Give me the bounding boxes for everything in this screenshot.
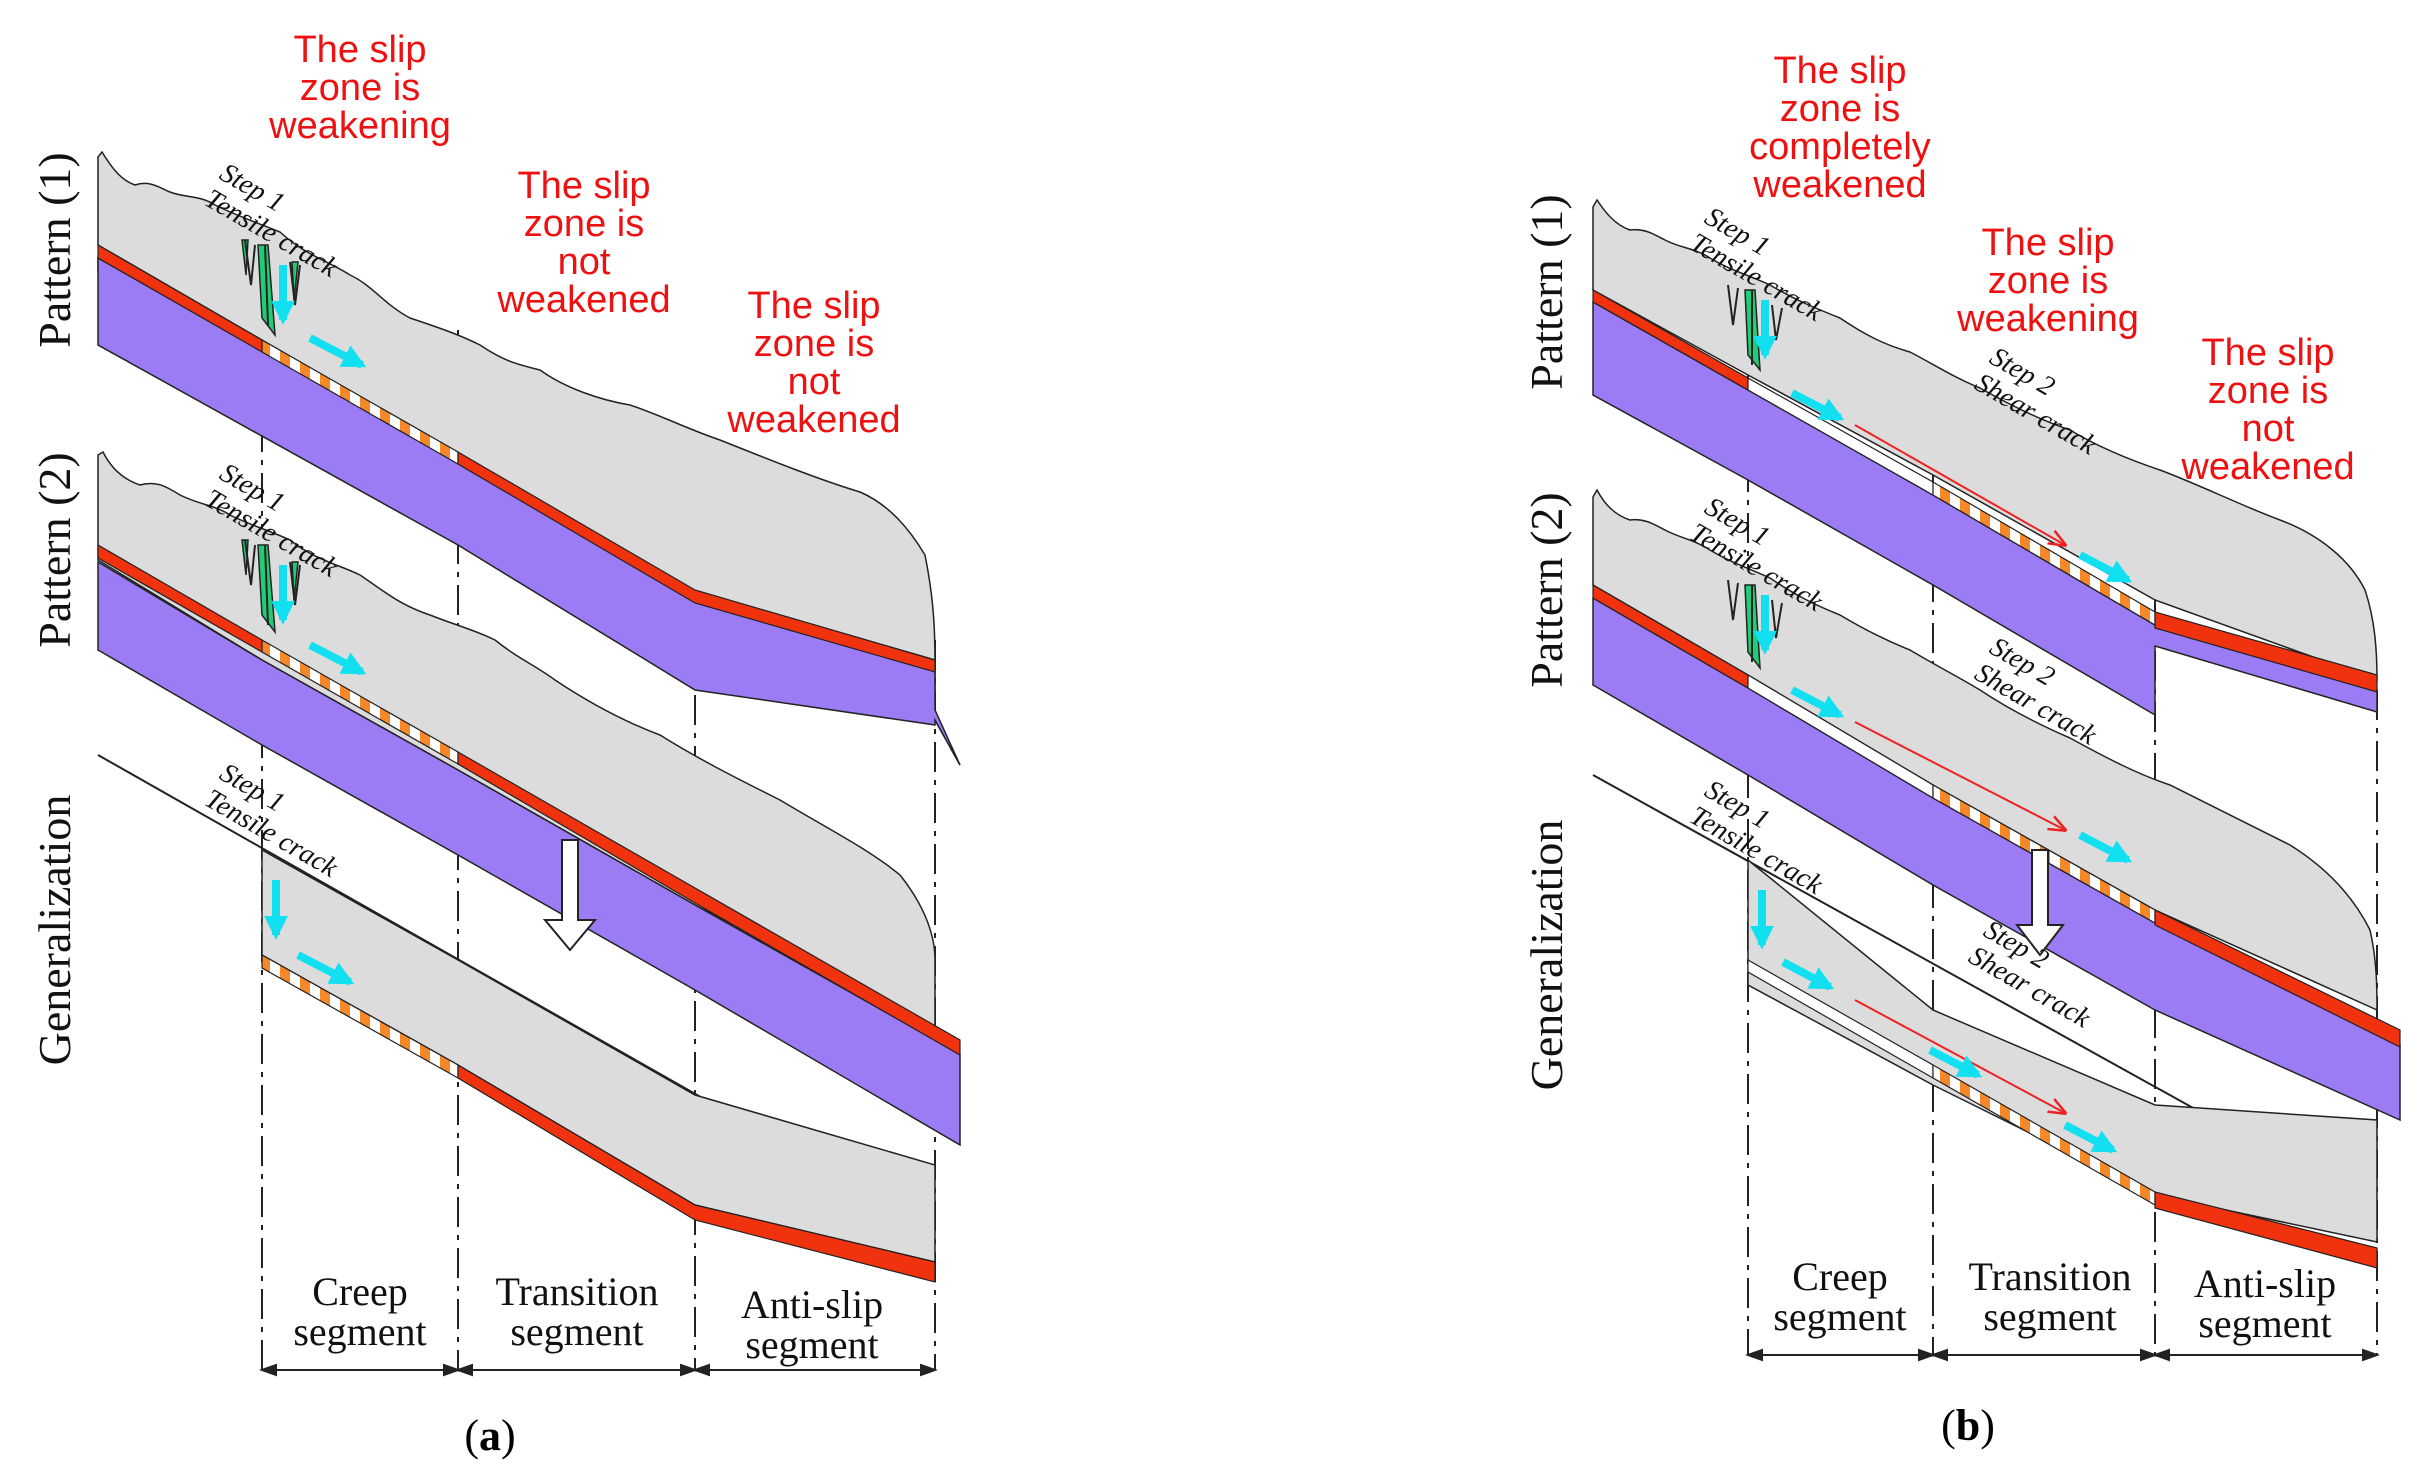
slip-zone [457,450,936,673]
text-line: completely [1749,126,1931,168]
bedrock-body [97,560,961,1147]
text-line: weakened [496,279,670,321]
text-line: Anti-slip [2194,1261,2336,1306]
note-slip-zone-weakening: The slip zone is weakening [1956,222,2139,340]
transition-segment-label: Transition segment [495,1269,658,1354]
text-line: weakening [1956,298,2139,340]
generalization-block [1592,774,2378,1269]
text-line: The slip [747,285,880,327]
panel-a-label: (a) [464,1411,515,1460]
creep-segment-label: Creep segment [1773,1254,1906,1339]
text-line: segment [2198,1301,2331,1346]
text-line: zone is [1780,88,1900,130]
sliding-mass [1592,488,2378,1012]
sliding-mass [97,450,936,1032]
slip-zone [2154,611,2378,693]
text-line: segment [1773,1294,1906,1339]
text-line: segment [293,1309,426,1354]
sliding-mass [1592,198,2378,682]
slide-arrow [1790,389,1845,422]
text-line: zone is [300,67,420,109]
text-line: Creep [1792,1254,1888,1299]
text-line: The slip [293,29,426,71]
slide-arrow [296,951,355,986]
slide-arrow [1928,1046,1983,1079]
note-slip-zone-weakening: The slip zone is weakening [268,29,451,147]
tensile-crack-outline [244,539,301,626]
text-line: weakened [726,399,900,441]
transition-segment-label: Transition segment [1968,1254,2131,1339]
text-line: zone is [1988,260,2108,302]
slide-arrow [2078,551,2133,584]
slide-arrow [1790,686,1845,719]
panel-b: Pattern (1) Pattern (2) Generalization T… [1521,50,2401,1450]
text-line: The slip [1981,222,2114,264]
slip-zone [457,750,961,1057]
row-label-generalization: Generalization [1521,820,1572,1091]
text-line: Anti-slip [741,1282,883,1327]
panel-b-label: (b) [1941,1401,1995,1450]
antislip-segment-label: Anti-slip segment [741,1282,883,1367]
tensile-crack-outline [244,239,301,326]
row-label-generalization: Generalization [29,795,80,1066]
segment-dimension [1745,1348,2380,1362]
note-slip-zone-completely-weakened: The slip zone is completely weakened [1749,50,1931,206]
text-line: The slip [1773,50,1906,92]
slip-zone [457,1063,936,1283]
text-line: Transition [1968,1254,2131,1299]
text-line: not [788,361,841,403]
text-line: zone is [754,323,874,365]
text-line: not [2242,408,2295,450]
segment-dimension [259,1363,938,1377]
slide-arrow [308,334,367,369]
sliding-mass [97,150,936,661]
row-label-pattern-1: Pattern (1) [1521,194,1572,389]
slip-zone [2154,909,2401,1048]
row-label-pattern-2: Pattern (2) [29,452,80,647]
shear-direction-arrow [1854,721,2065,830]
row-label-pattern-1: Pattern (1) [29,152,80,347]
text-line: not [558,241,611,283]
slide-arrow [1781,958,1835,991]
generalization-block [97,754,936,1283]
text-line: The slip [517,165,650,207]
text-line: zone is [2208,370,2328,412]
pattern-2-block [1592,488,2401,1122]
text-line: segment [510,1309,643,1354]
text-line: segment [1983,1294,2116,1339]
slide-arrow [308,641,367,676]
pattern-1-block [97,150,961,766]
antislip-segment-label: Anti-slip segment [2194,1261,2336,1346]
panel-a: Pattern (1) Pattern (2) Generalization T… [29,29,961,1460]
slide-arrow [2078,831,2133,864]
shear-direction-arrow [1854,424,2065,545]
note-slip-zone-not-weakened: The slip zone is not weakened [2180,332,2354,488]
text-line: Creep [312,1269,408,1314]
row-label-pattern-2: Pattern (2) [1521,492,1572,687]
note-slip-zone-not-weakened-2: The slip zone is not weakened [726,285,900,441]
text-line: weakened [1752,164,1926,206]
text-line: zone is [524,203,644,245]
text-line: weakened [2180,446,2354,488]
sliding-mass [1747,858,2378,1243]
hollow-down-arrow [542,839,598,952]
text-line: weakening [268,105,451,147]
pattern-2-block [97,450,961,1147]
text-line: Transition [495,1269,658,1314]
text-line: segment [745,1322,878,1367]
creep-segment-label: Creep segment [293,1269,426,1354]
slide-arrow [2063,1121,2118,1154]
slip-zone [2154,1191,2378,1269]
note-slip-zone-not-weakened-1: The slip zone is not weakened [496,165,670,321]
pattern-1-block [1592,198,2378,717]
hollow-down-arrow [2014,849,2066,957]
text-line: The slip [2201,332,2334,374]
